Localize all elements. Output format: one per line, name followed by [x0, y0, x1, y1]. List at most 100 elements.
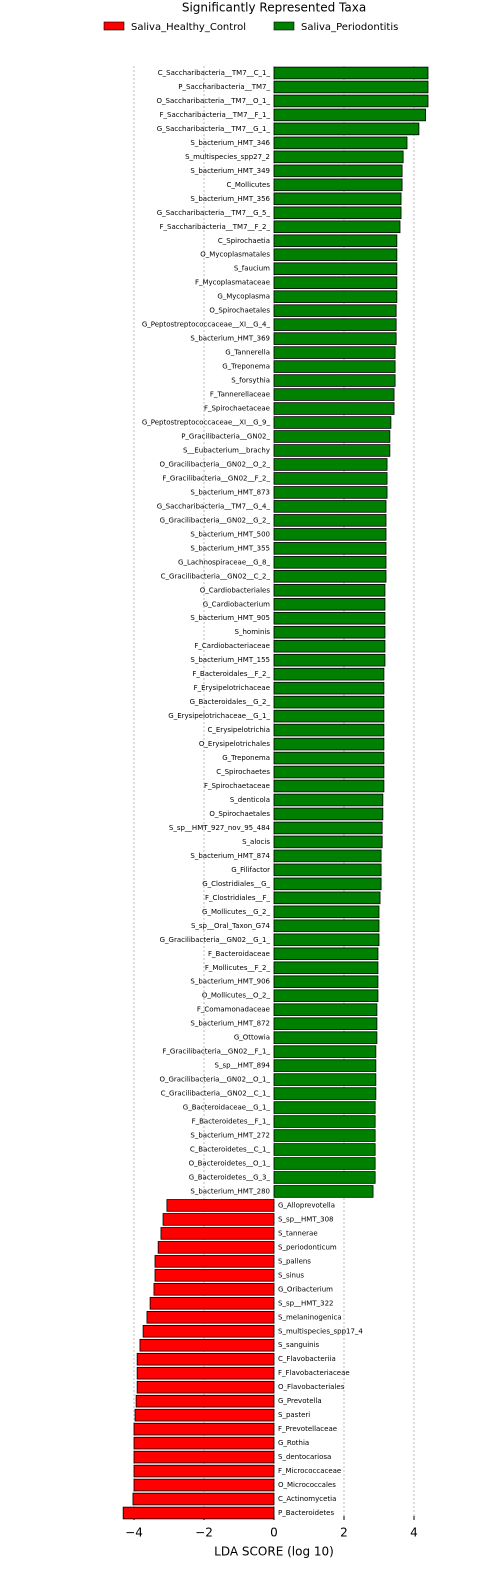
bar	[273, 849, 382, 863]
category-label: G_Gracilibacteria__GN02__G_2_	[160, 516, 271, 524]
category-label: G_Saccharibacteria__TM7__G_1_	[157, 125, 271, 133]
category-label: S_bacterium_HMT_500	[190, 530, 270, 538]
bar	[273, 542, 387, 555]
category-label: S_bacterium_HMT_905	[190, 614, 270, 622]
category-label: S_bacterium_HMT_155	[190, 656, 270, 664]
category-label: C_Spirochaetes	[216, 768, 270, 776]
bar	[273, 430, 391, 443]
category-label: O_Gracilibacteria__GN02__O_1_	[159, 1076, 270, 1084]
category-label: S_forsythia	[231, 377, 270, 385]
category-label: O_Spirochaetales	[209, 810, 270, 818]
category-label: F_Bacteroidetes__F_1_	[192, 1118, 271, 1126]
bar	[122, 1506, 275, 1520]
category-label: S_bacterium_HMT_369	[190, 335, 270, 343]
bar	[273, 1157, 376, 1170]
category-label: G_Treponema	[222, 363, 270, 371]
bar	[142, 1324, 275, 1338]
bar	[273, 360, 396, 373]
bar	[134, 1408, 275, 1422]
bar	[273, 332, 397, 345]
category-label: S_sp__HMT_322	[278, 1299, 333, 1307]
category-label: F_Erysipelotrichaceae	[194, 684, 270, 692]
category-label: F_Spirochaetaceae	[204, 782, 270, 790]
category-label: S_bacterium_HMT_356	[190, 195, 270, 203]
category-label: G_Treponema	[222, 754, 270, 762]
bar	[273, 947, 379, 961]
bar	[273, 458, 388, 471]
category-label: S_dentocariosa	[278, 1453, 331, 1461]
category-label: G_Prevotella	[278, 1397, 322, 1405]
category-label: G_Rothia	[278, 1439, 309, 1447]
category-label: S_bacterium_HMT_874	[190, 852, 270, 860]
bar	[133, 1436, 275, 1450]
bar	[273, 136, 408, 150]
category-label: O_Flavobacteriales	[278, 1383, 345, 1391]
legend-swatch	[103, 21, 125, 31]
category-label: S__Eubacterium__brachy	[183, 446, 270, 454]
bar	[133, 1478, 275, 1492]
category-label: O_Bacteroidetes__O_1_	[189, 1159, 271, 1167]
bar	[273, 1003, 378, 1016]
category-label: F_Gracilibacteria__GN02__F_2_	[162, 474, 270, 482]
bar	[273, 891, 381, 905]
bar	[273, 206, 402, 220]
category-label: S_sinus	[278, 1271, 304, 1279]
bar	[273, 388, 395, 401]
bar	[133, 1450, 275, 1464]
bar	[273, 597, 386, 611]
category-label: C_Gracilibacteria__GN02__C_1_	[161, 1090, 271, 1098]
category-label: O_Mycoplasmatales	[200, 251, 270, 259]
legend-label: Saliva_Healthy_Control	[131, 22, 246, 33]
bar	[273, 1101, 376, 1114]
bar	[273, 234, 398, 248]
category-label: O_Erysipelotrichales	[199, 740, 270, 748]
category-label: G_Ottowia	[234, 1034, 270, 1042]
category-label: F_Mycoplasmataceae	[195, 279, 270, 287]
category-label: F_Bacteroidales__F_2_	[192, 670, 270, 678]
category-label: G_Bacteroidaceae__G_1_	[183, 1104, 271, 1112]
category-label: G_Mollicutes__G_2_	[202, 908, 270, 916]
bar	[273, 1185, 374, 1198]
bar	[273, 751, 385, 765]
category-label: C_Gracilibacteria__GN02__C_2_	[161, 572, 271, 580]
category-label: S_bacterium_HMT_349	[190, 167, 270, 175]
category-label: G_Filifactor	[231, 866, 270, 874]
category-label: S_melaninogenica	[278, 1313, 342, 1321]
legend-swatch	[273, 21, 295, 31]
bar	[273, 1045, 377, 1058]
category-label: S_bacterium_HMT_346	[190, 139, 270, 147]
bar	[273, 821, 383, 835]
bar	[273, 625, 386, 639]
bar	[133, 1464, 275, 1478]
bar	[273, 1031, 378, 1044]
bar	[136, 1366, 275, 1380]
category-label: O_Mollicutes__O_2_	[202, 992, 271, 1000]
category-label: S_pallens	[278, 1257, 311, 1265]
category-label: F_Bacteroidaceae	[208, 950, 270, 958]
category-label: O_Saccharibacteria__TM7__O_1_	[157, 97, 271, 105]
bar	[139, 1338, 275, 1352]
bar	[273, 150, 404, 164]
category-label: S_pasteri	[278, 1411, 310, 1419]
chart-title: Significantly Represented Taxa	[182, 1, 366, 15]
bar	[162, 1213, 275, 1226]
category-label: C_Erysipelotrichia	[208, 726, 271, 734]
x-axis-label: LDA SCORE (log 10)	[214, 1545, 334, 1559]
bar	[273, 472, 388, 485]
bar	[132, 1492, 275, 1506]
bar	[273, 1059, 377, 1072]
category-label: C_Bacteroidetes__C_1_	[190, 1146, 271, 1154]
category-label: F_Comamonadaceae	[197, 1006, 270, 1014]
category-label: F_Cardiobacteriaceae	[194, 642, 270, 650]
category-label: S_hominis	[235, 628, 271, 636]
category-label: S_sp__Oral_Taxon_G74	[191, 922, 271, 930]
x-tick-label: 0	[270, 1526, 278, 1540]
category-label: G_Bacteroidales__G_2_	[190, 698, 271, 706]
category-label: C_Actinomycetia	[278, 1495, 336, 1503]
bar	[149, 1297, 275, 1310]
category-label: F_Spirochaetaceae	[204, 405, 270, 413]
category-label: S_sp__HMT_308	[278, 1215, 333, 1223]
category-label: S_bacterium_HMT_872	[190, 1020, 270, 1028]
category-label: O_Spirochaetales	[209, 307, 270, 315]
